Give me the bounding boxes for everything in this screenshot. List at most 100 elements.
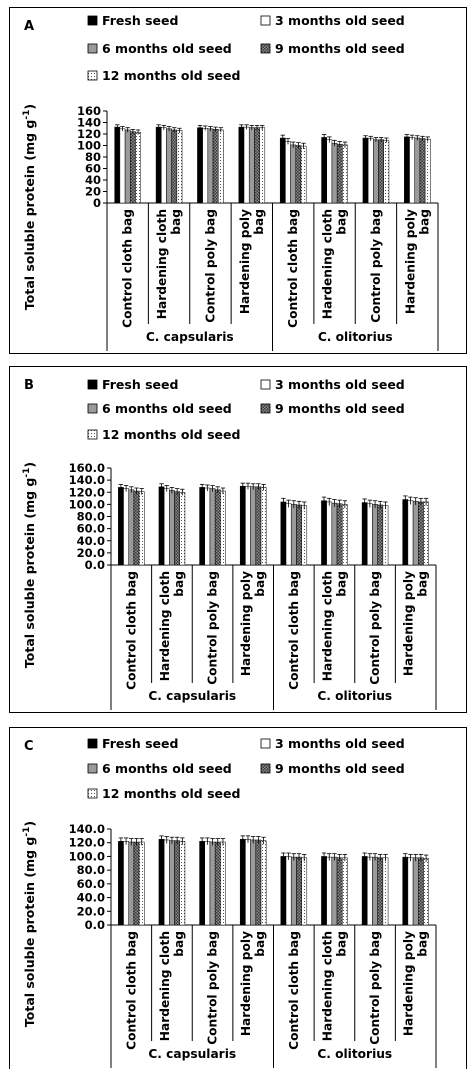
bar: [128, 489, 135, 566]
legend-label: 3 months old seed: [275, 377, 405, 392]
x-tick-label-line: Control poly bag: [203, 209, 217, 323]
bar: [300, 145, 307, 204]
bar: [176, 130, 183, 204]
y-axis-label-text: Total soluble protein (mg g: [22, 478, 37, 668]
y-axis-label-superscript: -1: [22, 468, 32, 478]
x-tick-label-line: Control poly bag: [368, 931, 382, 1045]
bar: [174, 491, 180, 566]
legend-label: 12 months old seed: [102, 786, 240, 801]
x-tick-label: Control cloth bag: [124, 931, 138, 1050]
legend-label: 9 months old seed: [275, 761, 405, 776]
bar: [301, 857, 308, 926]
bar: [404, 136, 410, 204]
bar: [296, 856, 302, 926]
bar: [197, 127, 203, 204]
bar: [407, 500, 414, 566]
bar: [119, 128, 126, 204]
bar: [179, 841, 186, 926]
x-tick-label-line: Hardening cloth: [320, 931, 334, 1041]
bar: [199, 487, 206, 566]
x-tick-label-line: bag: [253, 571, 267, 597]
x-tick-label-line: Hardening poly: [403, 209, 417, 314]
x-tick-label: Hardening polybag: [402, 571, 430, 676]
y-tick-label: 20.0: [77, 546, 105, 560]
bar: [326, 139, 333, 204]
bar: [377, 504, 384, 566]
panel-letter: C: [24, 739, 34, 754]
bar: [341, 504, 348, 566]
legend-label: 9 months old seed: [275, 401, 405, 416]
panel-letter: B: [24, 378, 34, 393]
y-tick-label: 120.0: [69, 485, 105, 499]
x-tick-label: Control poly bag: [206, 571, 220, 685]
x-tick-label-line: bag: [172, 571, 186, 597]
bar: [296, 504, 302, 566]
bar: [254, 127, 260, 204]
x-tick-label-line: Hardening poly: [402, 571, 416, 676]
x-tick-label: Hardening polybag: [239, 931, 267, 1036]
legend-swatch: [87, 379, 98, 390]
bar: [199, 841, 206, 926]
bar: [250, 486, 257, 566]
bar: [212, 129, 219, 204]
x-tick-label-line: Hardening poly: [239, 571, 253, 676]
y-tick-label: 60: [85, 162, 101, 176]
x-tick-label: Hardening polybag: [402, 931, 430, 1036]
bar: [336, 503, 343, 566]
bar: [412, 857, 419, 926]
x-tick-label-line: Hardening poly: [238, 209, 252, 314]
bar: [214, 841, 221, 926]
bar: [171, 129, 178, 204]
legend-swatch: [260, 763, 271, 774]
bar: [280, 856, 287, 926]
x-tick-label: Control poly bag: [203, 209, 217, 323]
x-tick-label: Hardening clothbag: [321, 209, 349, 319]
bar: [204, 841, 211, 926]
bar: [169, 840, 175, 926]
y-axis-label-text: Total soluble protein (mg g: [22, 837, 37, 1027]
x-tick-label-line: Control cloth bag: [121, 209, 135, 328]
legend-swatch: [87, 43, 98, 54]
bar: [414, 137, 421, 204]
bar: [373, 139, 379, 204]
legend-swatch: [87, 738, 98, 749]
chart-panel-a: A Fresh seed 3 months old seed 6 months old…: [9, 7, 467, 354]
bar: [220, 841, 226, 926]
y-tick-label: 100.0: [69, 849, 105, 863]
panel-letter: A: [24, 19, 34, 34]
bar: [123, 841, 129, 926]
bar: [290, 144, 297, 204]
y-tick-label: 140.0: [69, 473, 105, 487]
bar: [202, 128, 209, 204]
legend-label: 6 months old seed: [102, 401, 232, 416]
bar: [207, 128, 214, 204]
bar: [331, 142, 338, 204]
x-tick-label-line: bag: [169, 209, 183, 235]
bar: [133, 841, 140, 926]
bar: [214, 489, 221, 566]
bar: [248, 127, 255, 204]
bar: [362, 137, 369, 204]
bar: [243, 126, 250, 204]
y-tick-label: 160: [77, 104, 101, 118]
bar: [280, 501, 287, 566]
y-tick-label: 120.0: [69, 836, 105, 850]
x-tick-label-line: bag: [334, 571, 348, 597]
group-label: C. capsularis: [148, 689, 236, 703]
bar: [163, 839, 170, 926]
y-tick-label: 40.0: [77, 534, 105, 548]
bar: [138, 491, 145, 566]
y-tick-label: 140: [77, 116, 101, 130]
legend-label: Fresh seed: [102, 736, 178, 751]
x-tick-label-line: Control cloth bag: [287, 931, 301, 1050]
group-label: C. capsularis: [148, 1047, 236, 1061]
bar: [285, 141, 291, 204]
x-tick-label-line: Control poly bag: [206, 931, 220, 1045]
y-tick-label: 60.0: [77, 877, 105, 891]
bar: [402, 856, 409, 926]
bar: [209, 841, 216, 926]
x-tick-label: Hardening clothbag: [158, 571, 186, 681]
group-label: C. olitorius: [317, 689, 392, 703]
bar: [331, 502, 338, 566]
x-tick-label-line: Hardening poly: [402, 931, 416, 1036]
